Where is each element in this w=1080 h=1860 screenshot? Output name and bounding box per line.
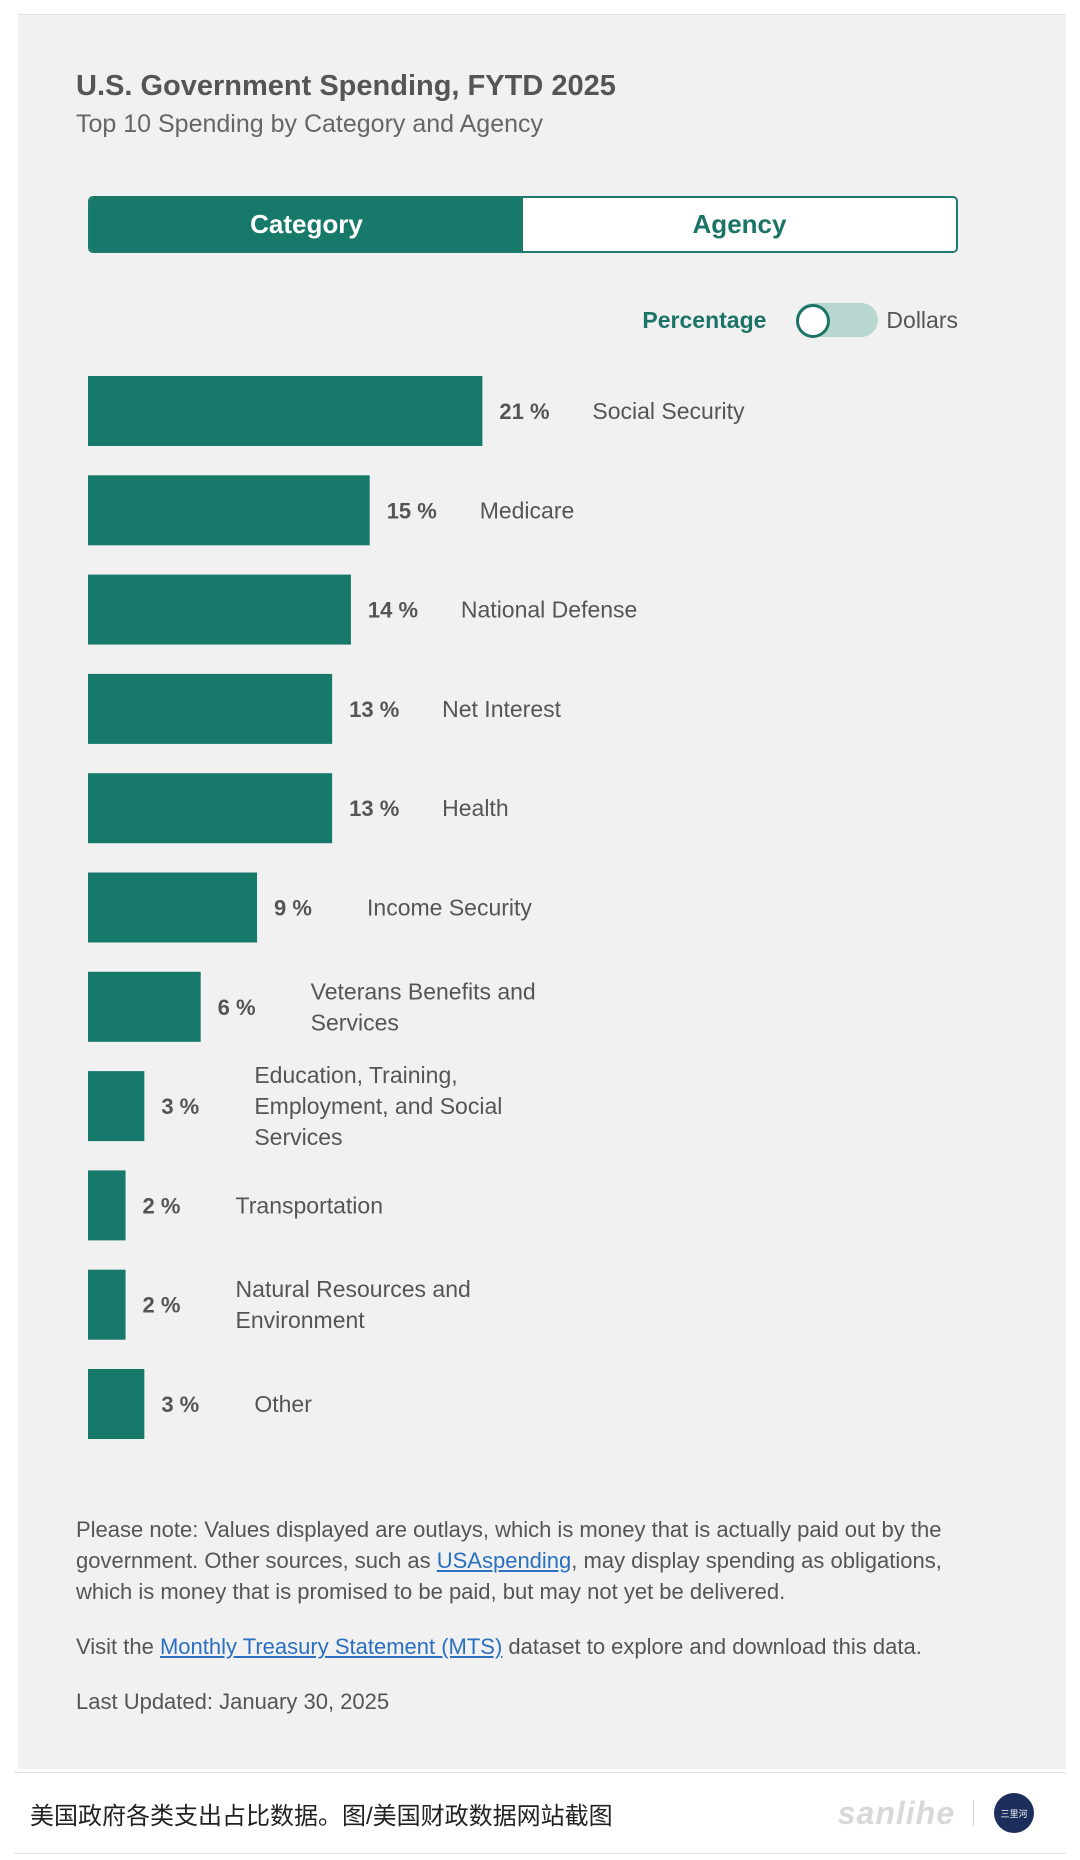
category-label-line: Medicare	[480, 497, 575, 523]
tab-category[interactable]: Category	[90, 198, 523, 251]
bar-value-label: 2 %	[143, 1193, 181, 1218]
category-label-line: Natural Resources and	[236, 1276, 471, 1302]
note-text-start: Please note: Values displayed are outlay…	[76, 1517, 942, 1573]
tab-agency[interactable]: Agency	[523, 198, 956, 251]
unit-toggle-row: Percentage Dollars	[642, 302, 958, 338]
last-updated: Last Updated: January 30, 2025	[76, 1689, 390, 1714]
category-label-line: Social Security	[592, 398, 745, 424]
bar[interactable]	[88, 773, 333, 844]
category-label-line: Employment, and Social	[254, 1093, 502, 1119]
caption-bar: 美国政府各类支出占比数据。图/美国财政数据网站截图 sanlihe 三里河	[14, 1772, 1066, 1854]
bar-category-label: Net Interest	[442, 696, 561, 722]
bar-value-label: 6 %	[218, 995, 256, 1020]
bar-category-label: National Defense	[461, 597, 637, 623]
bar[interactable]	[88, 475, 370, 546]
note-text-end: , may display spending as obligations, w…	[76, 1548, 942, 1604]
bar-value-label: 13 %	[349, 697, 399, 722]
avatar: 三里河	[994, 1793, 1034, 1833]
bar-value-label: 9 %	[274, 896, 312, 921]
category-label-line: Transportation	[236, 1192, 383, 1218]
bar-category-label: Veterans Benefits and Services	[311, 978, 536, 1035]
percentage-label[interactable]: Percentage	[642, 306, 767, 333]
bar-category-label: Education, Training, Employment, and Soci…	[254, 1062, 502, 1150]
image-caption: 美国政府各类支出占比数据。图/美国财政数据网站截图	[30, 1802, 613, 1830]
bar[interactable]	[88, 1071, 145, 1142]
dollars-label[interactable]: Dollars	[886, 306, 958, 333]
bar-category-label: Medicare	[480, 497, 575, 523]
unit-toggle-switch[interactable]	[796, 303, 879, 338]
page-title: U.S. Government Spending, FYTD 2025	[76, 70, 616, 102]
category-label-line: Services	[254, 1124, 342, 1150]
category-label-line: Environment	[236, 1307, 366, 1333]
bar-value-label: 21 %	[499, 399, 549, 424]
bar[interactable]	[88, 1369, 145, 1439]
category-label-line: Veterans Benefits and	[311, 978, 536, 1004]
bar-value-label: 13 %	[349, 796, 399, 821]
bar-category-label: Other	[254, 1391, 312, 1417]
category-label-line: National Defense	[461, 597, 637, 623]
bar-category-label: Social Security	[592, 398, 745, 424]
bar-category-label: Transportation	[236, 1192, 383, 1218]
visit-text-start: Visit the	[76, 1634, 160, 1659]
notes-section: Please note: Values displayed are outlay…	[76, 1514, 996, 1717]
bar[interactable]	[88, 872, 258, 943]
category-label-line: Education, Training,	[254, 1062, 457, 1088]
category-label-line: Other	[254, 1391, 312, 1417]
divider	[973, 1800, 974, 1826]
toggle-knob	[796, 304, 831, 338]
spending-bar-chart: 21 % Social Security 15 % Medicare 14 % Natio…	[88, 376, 745, 1439]
bar[interactable]	[88, 376, 483, 446]
category-label-line: Income Security	[367, 895, 532, 921]
bar-value-label: 3 %	[161, 1392, 199, 1417]
bar-value-label: 3 %	[161, 1094, 199, 1119]
bar[interactable]	[88, 1269, 126, 1340]
bar-category-label: Income Security	[367, 895, 532, 921]
category-label-line: Net Interest	[442, 696, 561, 722]
bar-value-label: 14 %	[368, 598, 418, 623]
bar[interactable]	[88, 574, 351, 645]
category-label-line: Services	[311, 1009, 399, 1035]
visit-text-end: dataset to explore and download this dat…	[502, 1634, 922, 1659]
page-subtitle: Top 10 Spending by Category and Agency	[76, 110, 544, 138]
bar-category-label: Natural Resources and Environment	[236, 1276, 471, 1333]
watermark-logo: sanlihe	[837, 1794, 955, 1831]
outlays-note: Please note: Values displayed are outlay…	[76, 1514, 996, 1607]
category-label-line: Health	[442, 795, 508, 821]
bar[interactable]	[88, 1170, 126, 1241]
bar-value-label: 2 %	[143, 1293, 181, 1318]
usaspending-link[interactable]: USAspending	[436, 1548, 572, 1573]
bar-category-label: Health	[442, 795, 508, 821]
bar[interactable]	[88, 673, 333, 744]
visit-note: Visit the Monthly Treasury Statement (MT…	[76, 1631, 996, 1662]
view-tabs: Category Agency	[88, 196, 958, 253]
bar[interactable]	[88, 971, 201, 1042]
bar-value-label: 15 %	[387, 498, 437, 523]
mts-link[interactable]: Monthly Treasury Statement (MTS)	[159, 1634, 503, 1659]
